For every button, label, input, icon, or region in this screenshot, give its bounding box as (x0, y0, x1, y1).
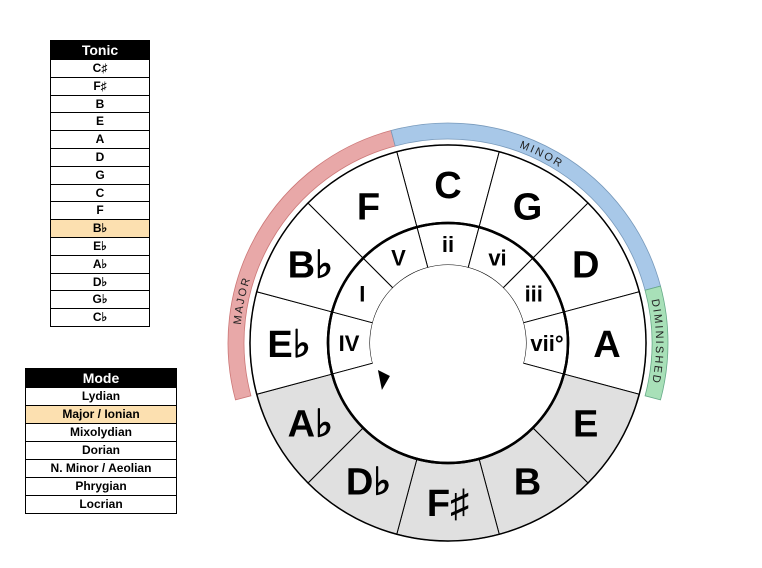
mode-option[interactable]: Major / Ionian (26, 405, 176, 423)
tonic-option[interactable]: B (51, 94, 149, 113)
diminished-arc (644, 285, 669, 401)
mode-option[interactable]: Dorian (26, 441, 176, 459)
key-label: F♯ (427, 483, 469, 525)
tonic-option[interactable]: D (51, 147, 149, 166)
diminished-arc-label: DIMINISHED (649, 298, 665, 386)
tonic-option[interactable]: A♭ (51, 254, 149, 273)
mode-option[interactable]: Lydian (26, 387, 176, 405)
tonic-option[interactable]: E♭ (51, 236, 149, 255)
tonic-option[interactable]: C♯ (51, 59, 149, 77)
tonic-option[interactable]: G♭ (51, 290, 149, 308)
roman-numeral-label: V (391, 245, 406, 270)
key-label: D (572, 245, 599, 287)
tonic-option[interactable]: A (51, 130, 149, 148)
tonic-option[interactable]: F (51, 201, 149, 219)
tonic-option[interactable]: B♭ (51, 219, 149, 237)
mode-option[interactable]: N. Minor / Aeolian (26, 459, 176, 477)
direction-arrow-icon (377, 370, 390, 390)
roman-numeral-label: iii (525, 282, 543, 307)
key-label: D♭ (346, 462, 391, 504)
mode-header: Mode (26, 369, 176, 387)
roman-numeral-label: IV (339, 331, 360, 356)
tonic-option[interactable]: F♯ (51, 76, 149, 95)
roman-numeral-label: vi (488, 245, 506, 270)
tonic-panel: Tonic C♯ F♯ B E A D G C F B♭ E♭ A♭ D♭ G♭ C♭ (50, 40, 150, 327)
roman-numeral-label: I (359, 282, 365, 307)
key-label: C (434, 165, 461, 207)
outer-ring (249, 144, 647, 542)
key-label: B♭ (288, 245, 333, 287)
tonic-option[interactable]: C♭ (51, 308, 149, 326)
tonic-option[interactable]: G (51, 165, 149, 184)
mode-list: Lydian Major / Ionian Mixolydian Dorian N. M… (26, 387, 176, 513)
roman-numeral-label: vii° (530, 331, 563, 356)
mode-option[interactable]: Locrian (26, 495, 176, 513)
roman-numeral-label: ii (442, 232, 454, 257)
key-label: B (514, 462, 541, 504)
tonic-option[interactable]: D♭ (51, 272, 149, 291)
key-label: G (513, 186, 543, 228)
key-label: E♭ (267, 324, 310, 366)
mode-option[interactable]: Mixolydian (26, 423, 176, 441)
tonic-option[interactable]: C (51, 183, 149, 202)
tonic-header: Tonic (51, 41, 149, 59)
key-label: A♭ (288, 404, 333, 446)
key-label: F (357, 186, 380, 228)
key-label: E (573, 404, 598, 446)
key-label: A (593, 324, 620, 366)
mode-option[interactable]: Phrygian (26, 477, 176, 495)
mode-panel: Mode Lydian Major / Ionian Mixolydian Doria… (25, 368, 177, 514)
tonic-option[interactable]: E (51, 112, 149, 130)
tonic-list: C♯ F♯ B E A D G C F B♭ E♭ A♭ D♭ G♭ C♭ (51, 59, 149, 326)
